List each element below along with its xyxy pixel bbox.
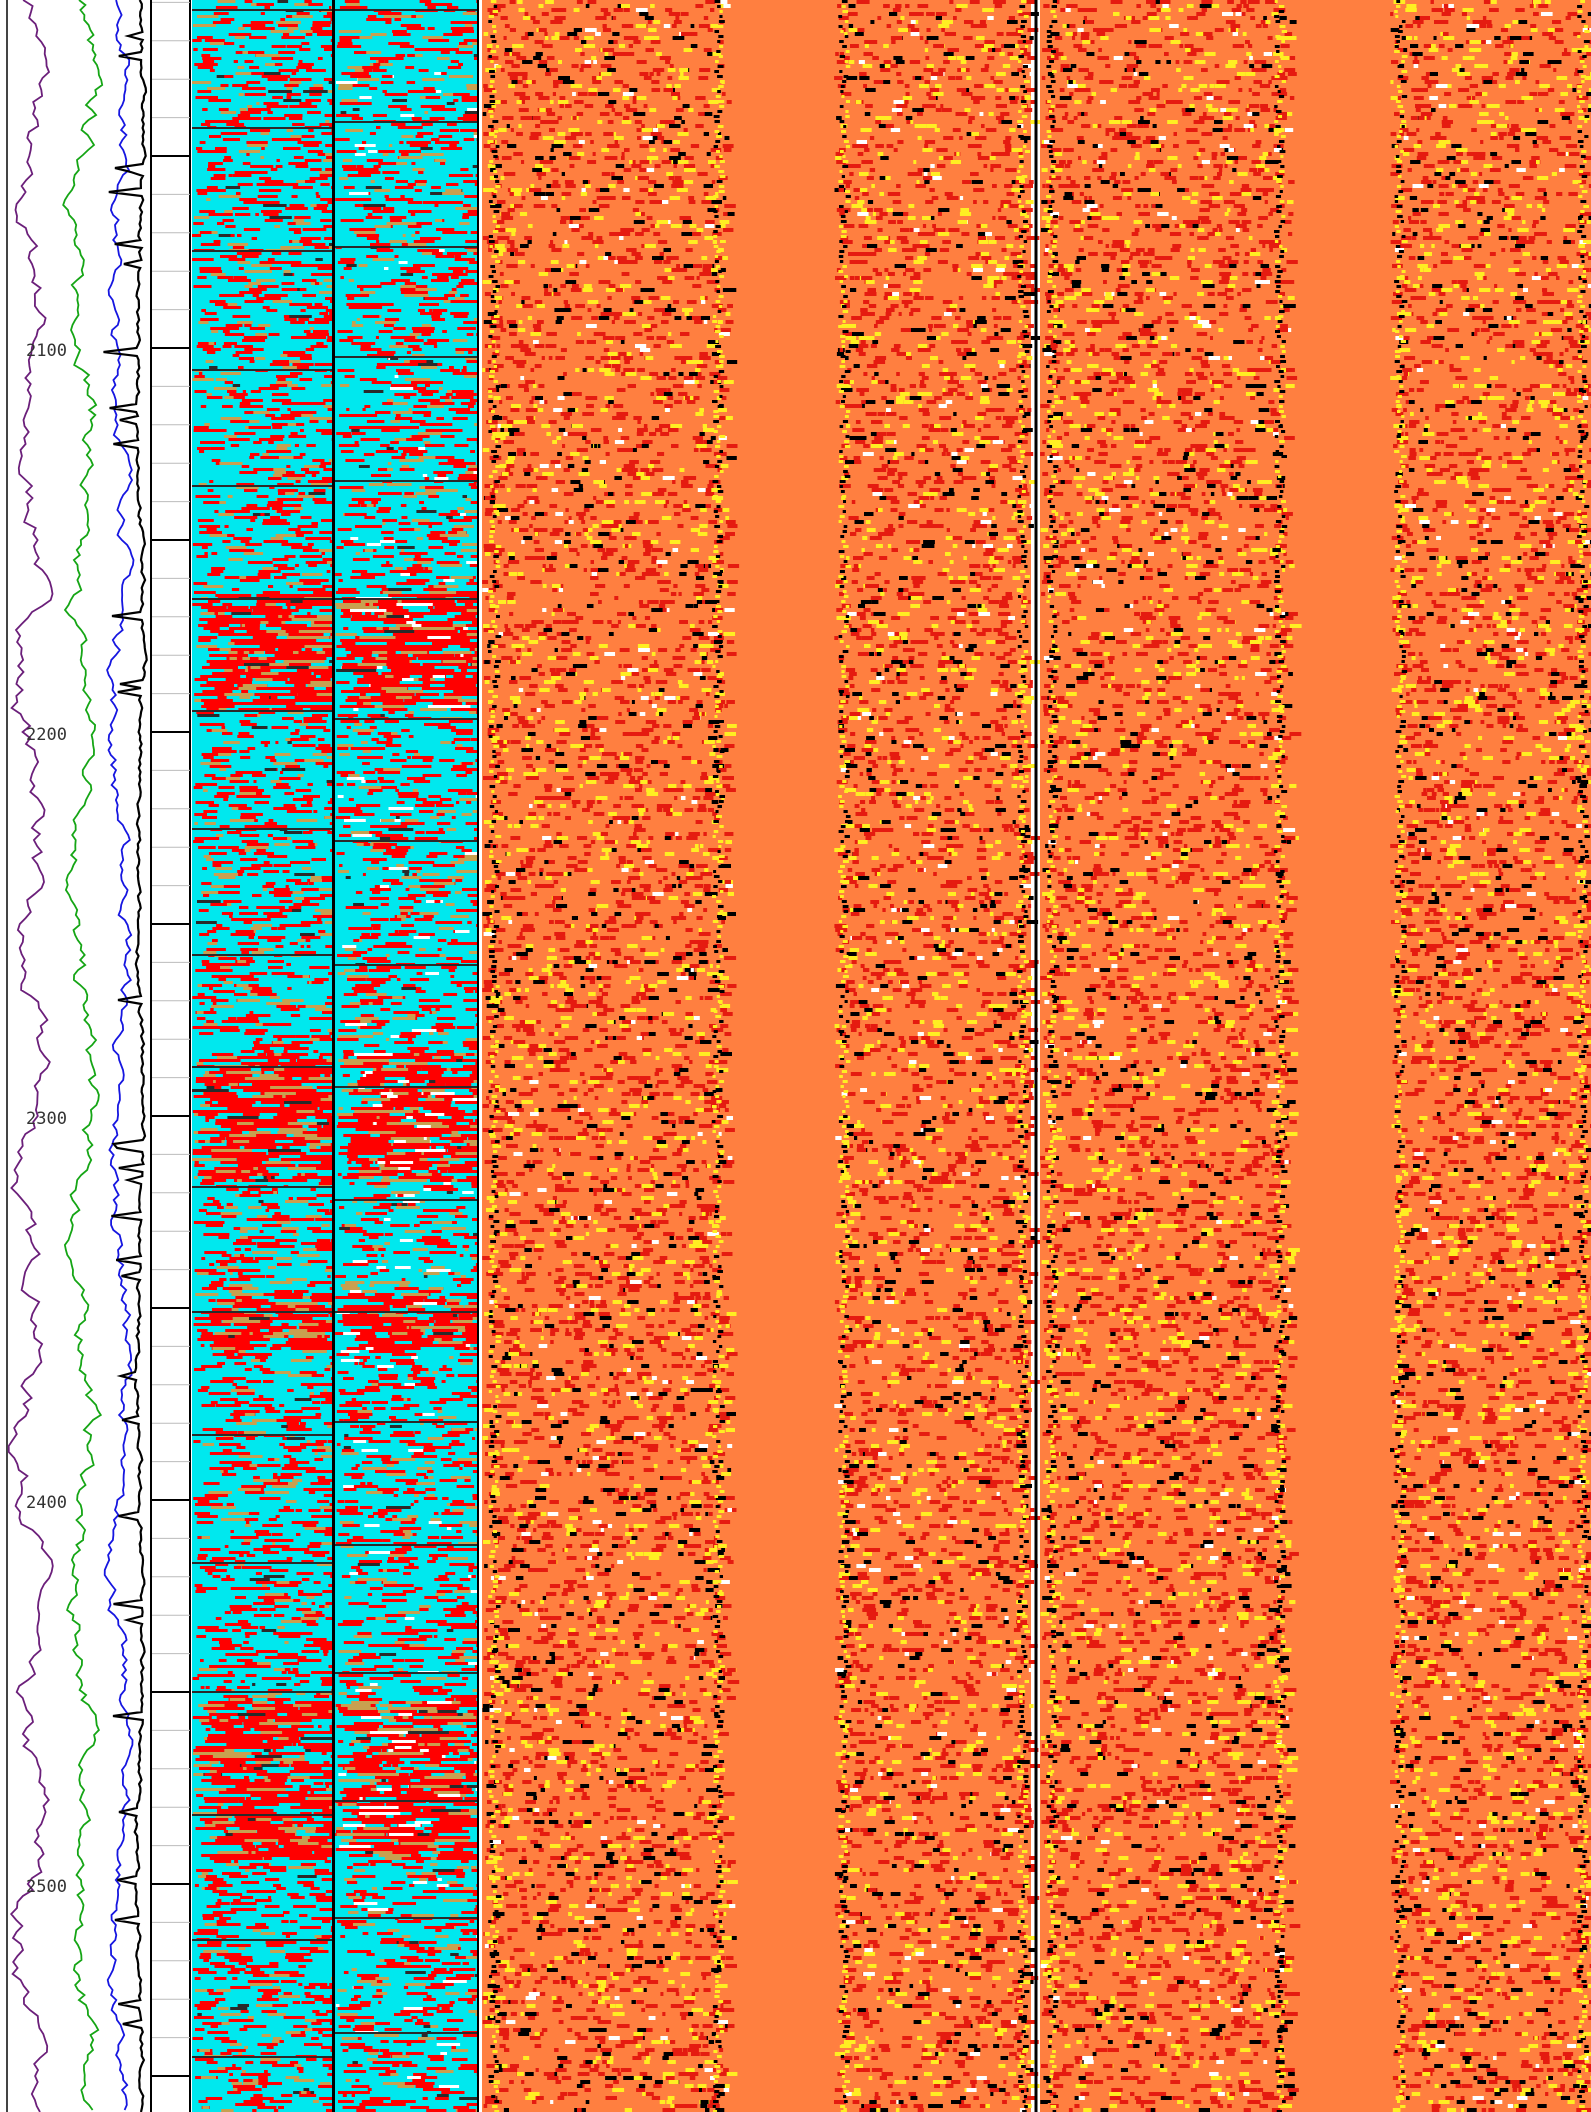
facies-track-left [192,0,332,2112]
depth-label-2300: 2300 [26,1109,67,1129]
facies-track-right [335,0,477,2112]
borehole-image-track-1 [482,0,1043,2112]
depth-label-2100: 2100 [26,341,67,361]
depth-label-2200: 2200 [26,725,67,745]
depth-label-2400: 2400 [26,1493,67,1513]
depth-label-2500: 2500 [26,1877,67,1897]
borehole-image-track-2 [1040,0,1591,2112]
